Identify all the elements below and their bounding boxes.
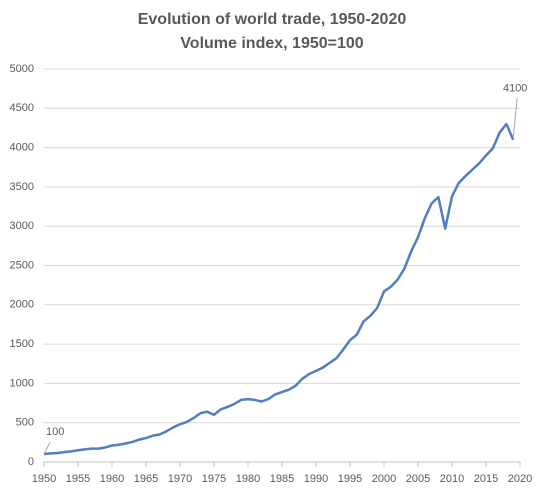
- x-tick-label: 1990: [304, 473, 328, 485]
- y-tick-label: 1500: [10, 338, 34, 350]
- x-tick-label: 2010: [440, 473, 464, 485]
- x-tick-label: 1950: [32, 473, 56, 485]
- y-tick-label: 1000: [10, 377, 34, 389]
- annotation-leader: [512, 97, 518, 138]
- x-tick-label: 1960: [100, 473, 124, 485]
- y-tick-label: 3500: [10, 181, 34, 193]
- y-tick-label: 4000: [10, 142, 34, 154]
- x-tick-label: 1975: [202, 473, 226, 485]
- x-tick-label: 1965: [134, 473, 158, 485]
- y-tick-label: 4500: [10, 102, 34, 114]
- annotation: 4100: [503, 83, 527, 95]
- x-tick-label: 1970: [168, 473, 192, 485]
- chart-title: Evolution of world trade, 1950-2020: [138, 11, 407, 28]
- y-tick-label: 2000: [10, 299, 34, 311]
- x-tick-label: 2015: [474, 473, 498, 485]
- line: [43, 122, 515, 456]
- annotation: 100: [46, 426, 64, 438]
- annotation-leader: [43, 441, 51, 455]
- y-tick-label: 3000: [10, 220, 34, 232]
- x-tick-label: 1995: [338, 473, 362, 485]
- y-tick-label: 500: [16, 417, 34, 429]
- y-tick-label: 2500: [10, 259, 34, 271]
- x-tick-label: 2020: [508, 473, 532, 485]
- x-tick-label: 2000: [372, 473, 396, 485]
- x-tick-label: 1980: [236, 473, 260, 485]
- y-tick-label: 5000: [10, 63, 34, 75]
- x-tick-label: 1955: [66, 473, 90, 485]
- y-tick-label: 0: [28, 456, 34, 468]
- x-tick-label: 2005: [406, 473, 430, 485]
- chart-subtitle: Volume index, 1950=100: [180, 35, 363, 52]
- x-tick-label: 1985: [270, 473, 294, 485]
